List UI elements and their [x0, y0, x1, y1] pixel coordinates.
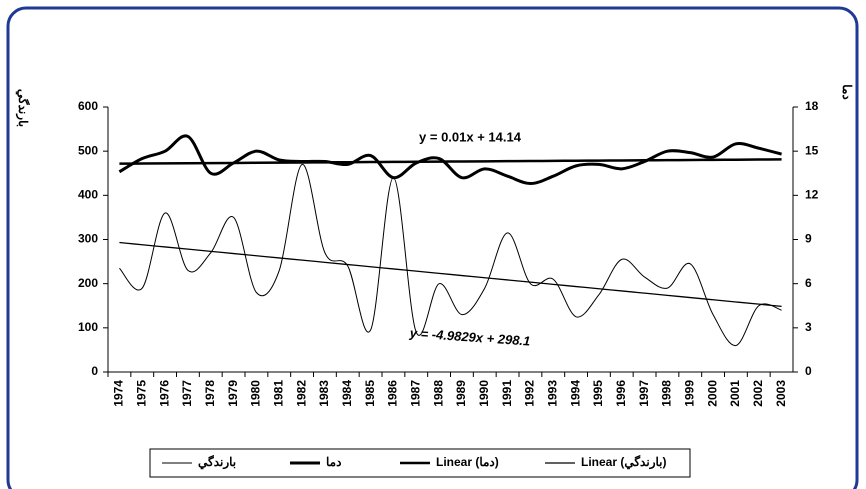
x-tick-label: 1995 — [591, 380, 605, 407]
x-tick-label: 1976 — [157, 380, 171, 407]
x-tick-label: 1984 — [340, 380, 354, 407]
y2-tick-label: 15 — [805, 143, 819, 157]
series-line — [119, 163, 782, 347]
x-tick-label: 1996 — [614, 380, 628, 407]
x-tick-label: 1992 — [523, 380, 537, 407]
x-tick-label: 1979 — [226, 380, 240, 407]
x-tick-label: 1985 — [363, 380, 377, 407]
legend-label: Linear (بارندگي) — [581, 454, 667, 470]
x-tick-label: 1990 — [477, 380, 491, 407]
y2-tick-label: 3 — [805, 320, 812, 334]
y2-tick-label: 6 — [805, 276, 812, 290]
x-tick-label: 1999 — [682, 380, 696, 407]
x-tick-label: 1983 — [317, 380, 331, 407]
y-tick-label: 500 — [78, 143, 98, 157]
legend-label: Linear (دما) — [436, 455, 499, 469]
y-tick-label: 600 — [78, 99, 98, 113]
y2-tick-label: 9 — [805, 232, 812, 246]
series-line — [119, 241, 782, 308]
y-tick-label: 200 — [78, 276, 98, 290]
legend-label: دما — [326, 455, 341, 469]
chart-frame — [6, 6, 859, 489]
x-tick-label: 1989 — [454, 380, 468, 407]
y-tick-label: 100 — [78, 320, 98, 334]
y-tick-label: 0 — [91, 364, 98, 378]
x-tick-label: 1994 — [568, 380, 582, 407]
y2-tick-label: 0 — [805, 364, 812, 378]
x-tick-label: 1974 — [112, 380, 126, 407]
x-tick-label: 1997 — [637, 380, 651, 407]
x-tick-label: 1991 — [500, 380, 514, 407]
legend-label: بارندگي — [198, 454, 236, 470]
x-tick-label: 2001 — [728, 380, 742, 407]
x-tick-label: 1987 — [408, 380, 422, 407]
x-tick-label: 1988 — [431, 380, 445, 407]
series-line — [119, 158, 782, 165]
x-tick-label: 1977 — [180, 380, 194, 407]
x-tick-label: 1980 — [249, 380, 263, 407]
x-tick-label: 1981 — [271, 380, 285, 407]
y-tick-label: 400 — [78, 188, 98, 202]
y2-axis-title: دما — [840, 84, 854, 99]
x-tick-label: 1998 — [660, 380, 674, 407]
x-tick-label: 1978 — [203, 380, 217, 407]
x-tick-label: 1986 — [386, 380, 400, 407]
x-tick-label: 1982 — [294, 380, 308, 407]
x-tick-label: 1993 — [545, 380, 559, 407]
y-tick-label: 300 — [78, 232, 98, 246]
x-tick-label: 1975 — [134, 380, 148, 407]
y2-tick-label: 12 — [805, 188, 819, 202]
y-axis-title: بارندگي — [15, 89, 31, 127]
y2-tick-label: 18 — [805, 99, 819, 113]
x-tick-label: 2003 — [774, 380, 788, 407]
x-tick-label: 2000 — [705, 380, 719, 407]
annotation: y = 0.01x + 14.14 — [419, 129, 522, 144]
x-tick-label: 2002 — [751, 380, 765, 407]
